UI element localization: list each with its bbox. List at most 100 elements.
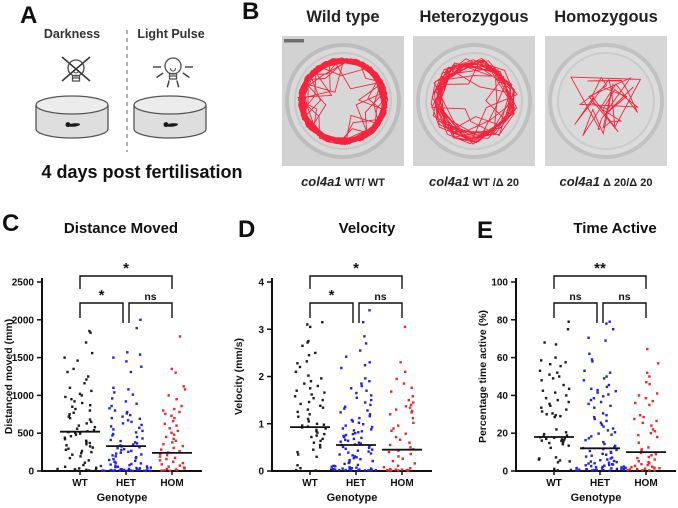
sig-bracket	[309, 302, 354, 323]
y-tick-label: 60	[497, 353, 509, 364]
allele-label: col4a1 WT/ WT	[281, 174, 405, 189]
sig-bracket	[602, 302, 647, 323]
sig-label: *	[353, 260, 359, 277]
chart-panel-velocity: Velocity 0 1 2 3 4 Velocity (mm/s) * * ns WT HET HO…	[228, 210, 454, 508]
x-tick-label: HET	[116, 478, 136, 489]
x-tick-label: WT	[302, 478, 318, 489]
y-axis-title: Percentage time active (%)	[477, 310, 489, 443]
scatter-plot-time-active: 0 20 40 60 80 100 Percentage time active (%) **…	[477, 260, 676, 504]
scatter-plot-velocity: 0 1 2 3 4 Velocity (mm/s) * * ns WT HET HOM Genotype	[233, 260, 432, 504]
y-tick-label: 1	[258, 419, 264, 430]
sig-bracket	[79, 275, 173, 289]
allele-label: col4a1 Δ 20/Δ 20	[544, 174, 668, 189]
chart-title: Velocity	[338, 220, 396, 237]
points-WT	[537, 320, 573, 472]
zebrafish-larva	[65, 122, 80, 128]
axes	[41, 278, 202, 472]
sig-label: ns	[144, 291, 156, 303]
points-HOM	[626, 347, 661, 472]
y-tick-label: 3	[258, 325, 264, 336]
y-tick-label: 4	[258, 278, 264, 289]
x-tick-label: HET	[590, 478, 610, 489]
movement-trace	[297, 57, 389, 146]
x-tick-label: WT	[546, 478, 562, 489]
lightbulb-on-icon	[153, 57, 193, 88]
light-rays	[153, 66, 193, 88]
petri-dish-light	[133, 95, 207, 139]
y-tick-label: 1500	[12, 353, 35, 364]
panel-a-letter: A	[20, 2, 38, 29]
y-tick-label: 20	[497, 429, 509, 440]
y-tick-label: 1000	[12, 391, 35, 402]
y-tick-label: 2000	[12, 315, 35, 326]
panel-b-column-heterozygous: Heterozygous col4a1 WT /Δ 20	[412, 8, 536, 189]
panel-c-letter: C	[2, 210, 20, 237]
y-tick-label: 80	[497, 315, 509, 326]
x-tick-label: HOM	[390, 478, 413, 489]
points-HET	[575, 320, 627, 472]
y-tick-label: 40	[497, 391, 509, 402]
column-title: Wild type	[306, 8, 380, 26]
axes	[515, 278, 676, 472]
panel-e-letter: E	[477, 217, 494, 244]
y-tick-label: 0	[502, 467, 508, 478]
chart-panel-distance-moved: Distance Moved 0 500 1000 1500 2000 2500 Dista…	[0, 210, 228, 508]
darkness-label: Darkness	[43, 27, 101, 41]
sig-label: ns	[569, 291, 581, 303]
chart-panel-time-active: Time Active 0 20 40 60 80 100 Percentage time …	[452, 210, 678, 508]
sig-label: *	[329, 287, 335, 304]
points-WT	[293, 321, 333, 472]
gene-name: col4a1	[301, 174, 342, 189]
x-tick-label: HET	[346, 478, 366, 489]
allele-text: WT /Δ 20	[469, 177, 519, 189]
allele-text: Δ 20/Δ 20	[599, 177, 653, 189]
panel-a-caption: 4 days post fertilisation	[41, 162, 243, 182]
y-tick-label: 0	[28, 467, 34, 478]
points-HET	[330, 309, 377, 472]
y-tick-label: 0	[258, 467, 264, 478]
chart-title: Distance Moved	[63, 220, 179, 237]
panel-b-column-wildtype: Wild type col4a1 WT/ WT	[281, 8, 405, 189]
panel-a-diagram	[35, 30, 207, 152]
scatter-plot-distance-moved: 0 500 1000 1500 2000 2500 Distanced moved (mm)…	[3, 260, 202, 504]
movement-trace	[570, 76, 642, 136]
x-axis-title: Genotype	[97, 492, 148, 504]
sig-bracket	[79, 302, 124, 323]
gene-name: col4a1	[559, 174, 600, 189]
light-pulse-label: Light Pulse	[137, 27, 205, 41]
chart-title: Time Active	[573, 220, 657, 237]
x-axis-title: Genotype	[571, 492, 622, 504]
sig-label: ns	[618, 291, 630, 303]
petri-dish-dark	[35, 95, 109, 139]
well-image-heterozygous	[413, 36, 535, 166]
column-title: Heterozygous	[419, 8, 529, 26]
y-tick-label: 2	[258, 372, 264, 383]
axes	[271, 278, 432, 472]
x-axis-title: Genotype	[327, 492, 378, 504]
y-tick-label: 2500	[12, 278, 35, 289]
points-HOM	[158, 335, 187, 472]
allele-text: WT/ WT	[341, 177, 385, 189]
gene-name: col4a1	[429, 174, 470, 189]
panel-b-column-homozygous: Homozygous col4a1 Δ 20/Δ 20	[544, 8, 668, 189]
y-tick-label: 100	[491, 278, 508, 289]
sig-label: **	[594, 260, 606, 277]
zebrafish-larva	[163, 122, 178, 128]
column-title: Homozygous	[554, 8, 658, 26]
sig-label: ns	[374, 291, 386, 303]
points-HET	[99, 318, 152, 473]
sig-label: *	[99, 287, 105, 304]
y-tick-label: 500	[17, 429, 34, 440]
sig-bracket	[309, 275, 403, 289]
y-axis-title: Distanced moved (mm)	[3, 319, 15, 435]
y-axis-title: Velocity (mm/s)	[233, 338, 245, 415]
sig-bracket	[553, 302, 598, 323]
panel-b-letter: B	[242, 0, 260, 25]
photo-artifact	[284, 39, 304, 43]
sig-label: *	[123, 260, 129, 277]
allele-label: col4a1 WT /Δ 20	[412, 174, 536, 189]
well-image-wildtype	[282, 36, 404, 166]
movement-trace	[430, 57, 518, 145]
points-WT	[56, 329, 98, 472]
